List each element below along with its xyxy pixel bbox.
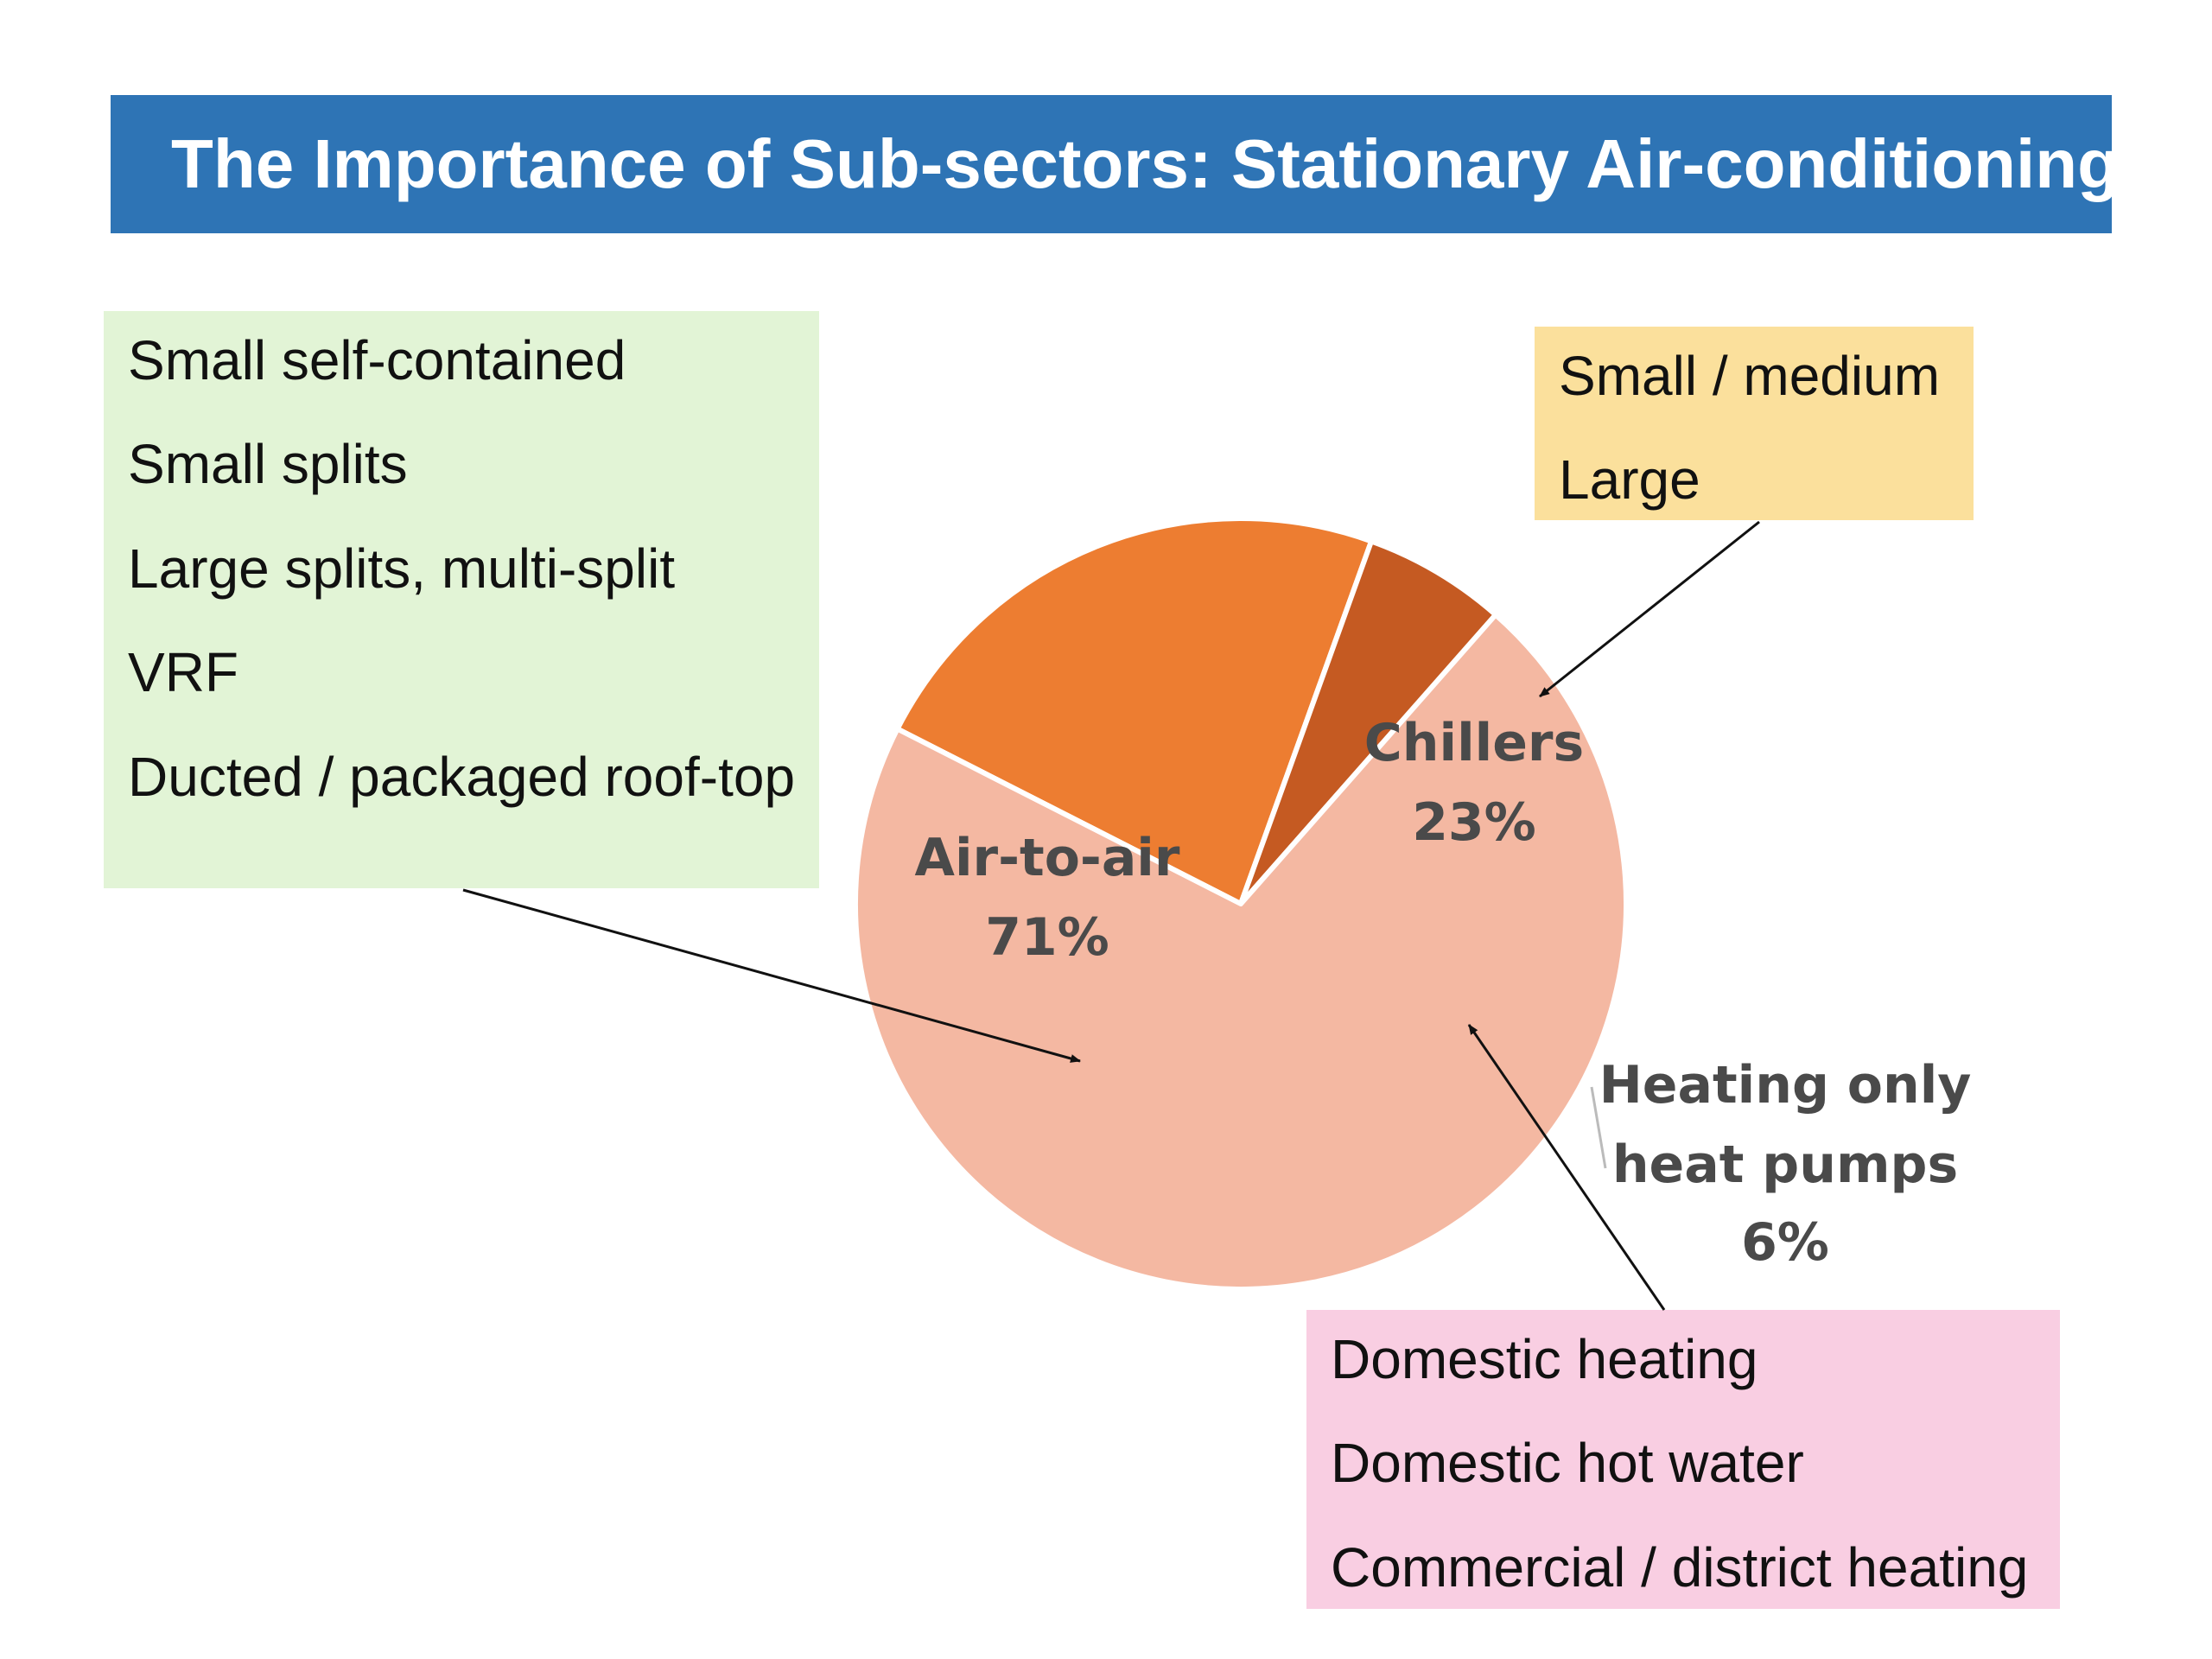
chiller-type-item: Small / medium bbox=[1559, 345, 1940, 407]
air-to-air-type-item: Small splits bbox=[128, 433, 408, 495]
slice-percent-label: 6% bbox=[1741, 1212, 1829, 1273]
chillers-callout-arrow bbox=[1539, 520, 1760, 698]
air-to-air-types-box: Small self-contained Small splits Large … bbox=[104, 311, 819, 888]
pie-slice-chillers bbox=[894, 516, 1375, 906]
slice-name-label: Heating only bbox=[1599, 1055, 1972, 1116]
callout-arrows bbox=[462, 520, 1760, 1311]
slice-name-label: Chillers bbox=[1364, 713, 1584, 773]
pie-slices bbox=[853, 516, 1629, 1292]
slice-percent-label: 71% bbox=[985, 907, 1109, 968]
air-to-air-type-item: Large splits, multi-split bbox=[128, 537, 676, 600]
pie-slice-air-to-air bbox=[853, 612, 1629, 1292]
pie-slice-labels: Chillers 23% Heating only heat pumps 6% Air-t… bbox=[915, 713, 1972, 1273]
air-to-air-callout-arrow bbox=[462, 888, 1081, 1063]
heat-pump-type-item: Domestic hot water bbox=[1331, 1432, 1804, 1494]
heat-pump-type-item: Commercial / district heating bbox=[1331, 1536, 2029, 1599]
air-to-air-type-item: VRF bbox=[128, 641, 238, 703]
pie-slice-heating-only-heat-pumps bbox=[1238, 538, 1498, 906]
title-bar: The Importance of Sub-sectors: Stationar… bbox=[111, 95, 2120, 233]
slice-percent-label: 23% bbox=[1412, 792, 1536, 853]
heat-pumps-callout-arrow bbox=[1467, 1024, 1666, 1311]
page-title: The Importance of Sub-sectors: Stationar… bbox=[171, 125, 2120, 202]
air-to-air-type-item: Small self-contained bbox=[128, 329, 626, 391]
chillers-types-box: Small / medium Large bbox=[1535, 327, 1974, 520]
chiller-type-item: Large bbox=[1559, 448, 1700, 511]
heat-pumps-leader-line bbox=[1590, 1086, 1607, 1169]
slice-name-label: Air-to-air bbox=[915, 828, 1180, 888]
slice-name-label: heat pumps bbox=[1612, 1135, 1958, 1195]
heat-pump-type-item: Domestic heating bbox=[1331, 1328, 1758, 1390]
air-to-air-type-item: Ducted / packaged roof-top bbox=[128, 746, 796, 808]
heat-pump-types-box: Domestic heating Domestic hot water Comm… bbox=[1306, 1310, 2060, 1609]
